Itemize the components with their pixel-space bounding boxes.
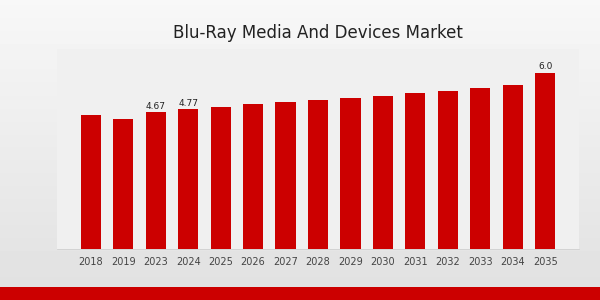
Bar [81, 116, 101, 249]
Bar [470, 88, 490, 249]
Text: 4.67: 4.67 [146, 102, 166, 111]
Bar [340, 98, 361, 249]
Bar [211, 107, 230, 249]
Bar [373, 96, 393, 249]
Text: 6.0: 6.0 [538, 62, 553, 71]
Title: Blu-Ray Media And Devices Market: Blu-Ray Media And Devices Market [173, 24, 463, 42]
Bar [113, 119, 133, 249]
Bar [308, 100, 328, 249]
Bar [406, 93, 425, 249]
Bar [178, 109, 198, 249]
Bar [243, 104, 263, 249]
Bar [503, 85, 523, 249]
Bar [438, 91, 458, 249]
Bar [146, 112, 166, 249]
Bar [275, 101, 296, 249]
Bar [535, 73, 555, 249]
Text: 4.77: 4.77 [178, 99, 198, 108]
